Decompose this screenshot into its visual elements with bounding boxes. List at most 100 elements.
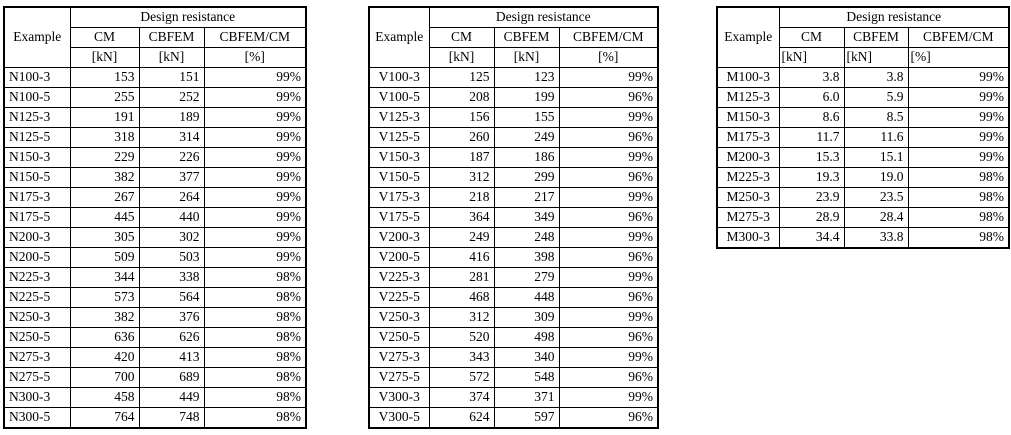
value-cell: 99%: [907, 67, 1010, 88]
value-cell: 96%: [558, 287, 659, 308]
example-cell: V275-3: [368, 347, 430, 368]
value-cell: 199: [493, 87, 560, 108]
value-cell: 314: [138, 127, 205, 148]
table-row: M250-3 23.9 23.5 98%: [716, 187, 1010, 208]
value-cell: 99%: [907, 127, 1010, 148]
value-cell: 96%: [558, 407, 659, 429]
value-cell: 248: [493, 227, 560, 248]
value-cell: 764: [69, 407, 140, 429]
value-cell: 96%: [558, 127, 659, 148]
value-cell: 503: [138, 247, 205, 268]
example-cell: N125-5: [3, 127, 71, 148]
example-cell: V300-5: [368, 407, 430, 429]
value-cell: 312: [428, 167, 495, 188]
value-cell: 217: [493, 187, 560, 208]
table-row: V125-3 156 155 99%: [368, 107, 659, 128]
value-cell: 98%: [203, 347, 307, 368]
value-cell: 99%: [203, 127, 307, 148]
value-cell: 99%: [203, 207, 307, 228]
value-cell: 99%: [558, 227, 659, 248]
value-cell: 98%: [907, 167, 1010, 188]
value-cell: 573: [69, 287, 140, 308]
value-cell: 343: [428, 347, 495, 368]
value-cell: 413: [138, 347, 205, 368]
value-cell: 96%: [558, 247, 659, 268]
example-header: Example: [716, 6, 780, 68]
value-cell: 344: [69, 267, 140, 288]
value-cell: 151: [138, 67, 205, 88]
example-cell: N275-3: [3, 347, 71, 368]
table-row: V200-3 249 248 99%: [368, 227, 659, 248]
value-cell: 99%: [203, 67, 307, 88]
table-row: N275-5 700 689 98%: [3, 367, 307, 388]
example-cell: N100-5: [3, 87, 71, 108]
value-cell: 520: [428, 327, 495, 348]
value-cell: 8.6: [778, 107, 845, 128]
example-cell: N150-3: [3, 147, 71, 168]
value-cell: 218: [428, 187, 495, 208]
table-row: M150-3 8.6 8.5 99%: [716, 107, 1010, 128]
example-cell: N100-3: [3, 67, 71, 88]
table-row: M275-3 28.9 28.4 98%: [716, 207, 1010, 228]
example-cell: V200-3: [368, 227, 430, 248]
example-cell: V100-5: [368, 87, 430, 108]
table-row: N300-3 458 449 98%: [3, 387, 307, 408]
value-cell: 448: [493, 287, 560, 308]
table-header-row: Example Design resistance: [368, 6, 659, 68]
example-cell: N200-5: [3, 247, 71, 268]
unit-header-ratio: [%]: [558, 47, 659, 68]
value-cell: 398: [493, 247, 560, 268]
value-cell: 440: [138, 207, 205, 228]
design-resistance-header: Design resistance: [69, 6, 307, 28]
example-cell: N125-3: [3, 107, 71, 128]
table-subheader-row: CM CBFEM CBFEM/CM: [717, 27, 1010, 48]
example-cell: M150-3: [716, 107, 780, 128]
value-cell: 99%: [558, 187, 659, 208]
value-cell: 34.4: [778, 227, 845, 249]
example-cell: M300-3: [716, 227, 780, 249]
value-cell: 28.9: [778, 207, 845, 228]
value-cell: 305: [69, 227, 140, 248]
example-cell: M225-3: [716, 167, 780, 188]
example-cell: V175-3: [368, 187, 430, 208]
table-row: V175-5 364 349 96%: [368, 207, 659, 228]
value-cell: 98%: [203, 287, 307, 308]
value-cell: 153: [69, 67, 140, 88]
value-cell: 23.5: [843, 187, 909, 208]
value-cell: 449: [138, 387, 205, 408]
value-cell: 11.7: [778, 127, 845, 148]
example-cell: V200-5: [368, 247, 430, 268]
value-cell: 226: [138, 147, 205, 168]
table-row: V225-3 281 279 99%: [368, 267, 659, 288]
value-cell: 23.9: [778, 187, 845, 208]
unit-header-ratio: [%]: [907, 47, 1010, 68]
value-cell: 8.5: [843, 107, 909, 128]
example-cell: V275-5: [368, 367, 430, 388]
value-cell: 98%: [907, 187, 1010, 208]
table-row: N100-3 153 151 99%: [3, 67, 307, 88]
value-cell: 312: [428, 307, 495, 328]
value-cell: 349: [493, 207, 560, 228]
value-cell: 249: [493, 127, 560, 148]
example-cell: V125-5: [368, 127, 430, 148]
example-cell: N225-5: [3, 287, 71, 308]
value-cell: 96%: [558, 207, 659, 228]
value-cell: 99%: [907, 107, 1010, 128]
table-row: N225-5 573 564 98%: [3, 287, 307, 308]
table-row: N250-5 636 626 98%: [3, 327, 307, 348]
col-header-cm: CM: [428, 27, 495, 48]
value-cell: 264: [138, 187, 205, 208]
table-row: N200-5 509 503 99%: [3, 247, 307, 268]
example-cell: V225-5: [368, 287, 430, 308]
example-cell: M100-3: [716, 67, 780, 88]
table-row: V100-3 125 123 99%: [368, 67, 659, 88]
example-cell: V250-3: [368, 307, 430, 328]
table-row: N225-3 344 338 98%: [3, 267, 307, 288]
example-cell: V150-5: [368, 167, 430, 188]
value-cell: 318: [69, 127, 140, 148]
unit-header-cbfem: [kN]: [493, 47, 560, 68]
unit-header-cm: [kN]: [778, 47, 845, 68]
table-row: M300-3 34.4 33.8 98%: [716, 227, 1010, 249]
value-cell: 15.3: [778, 147, 845, 168]
design-resistance-header: Design resistance: [778, 6, 1010, 28]
